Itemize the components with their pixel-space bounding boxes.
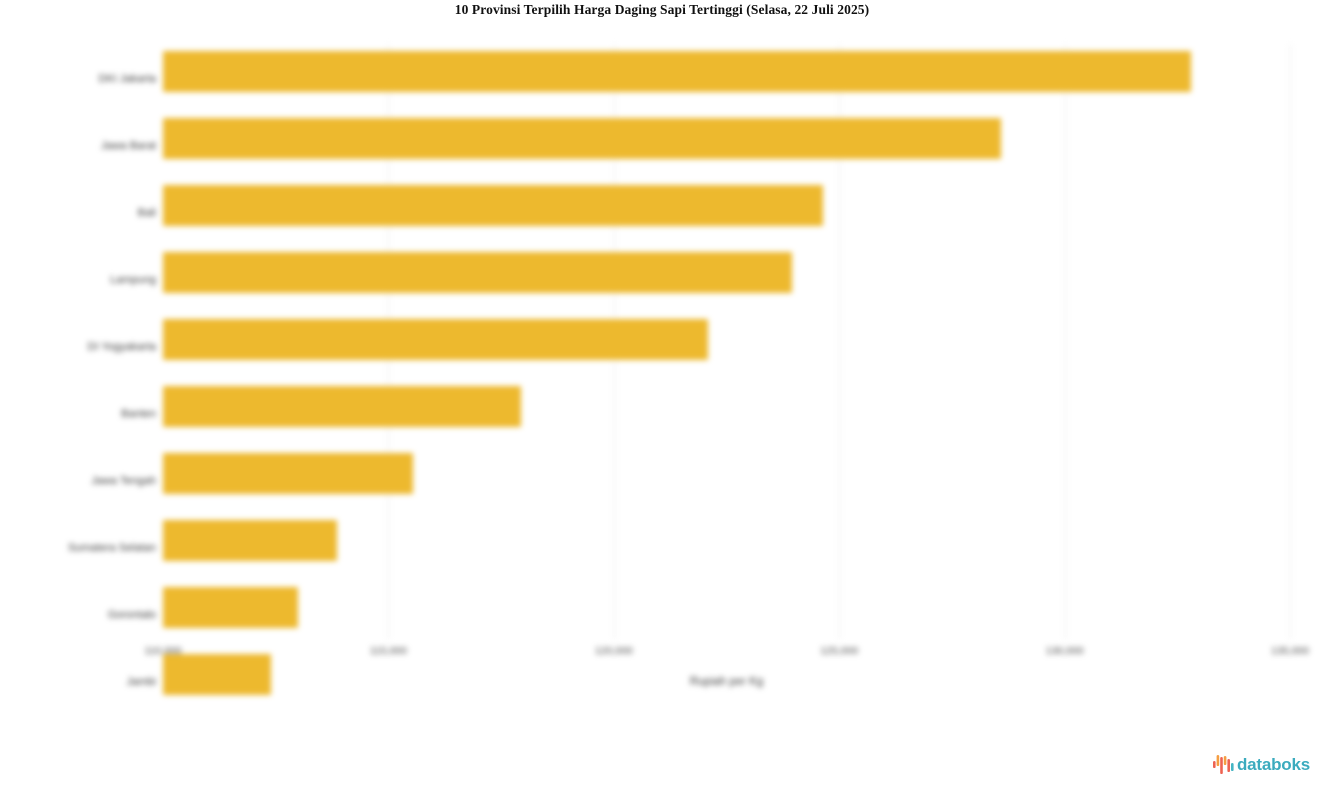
x-tick-label: 115,000 bbox=[369, 645, 407, 657]
bar bbox=[163, 252, 792, 293]
bar-row: Sumatera Selatan bbox=[68, 520, 1290, 580]
bar bbox=[163, 185, 824, 226]
bar-row: Gorontalo bbox=[108, 587, 1290, 647]
bar-row: Jawa Barat bbox=[101, 118, 1290, 178]
bar bbox=[163, 587, 299, 628]
bar bbox=[163, 453, 414, 494]
y-axis-label: Jawa Barat bbox=[100, 139, 156, 152]
bar-row: Bali bbox=[138, 185, 1290, 245]
x-axis-title: Rupiah per Kg bbox=[689, 676, 764, 688]
databoks-logo-icon bbox=[1212, 755, 1234, 774]
y-axis-label: Banten bbox=[121, 407, 156, 420]
gridline bbox=[1064, 44, 1066, 640]
gridline bbox=[839, 44, 841, 640]
bar bbox=[163, 386, 522, 427]
y-axis-label: Gorontalo bbox=[107, 608, 156, 621]
x-tick-label: 120,000 bbox=[594, 645, 633, 657]
databoks-logo[interactable]: databoks bbox=[1212, 753, 1310, 777]
x-axis-ticks: 110,000 115,000 120,000 125,000 130,000 135,0… bbox=[144, 645, 1309, 661]
y-axis-label: Lampung bbox=[110, 273, 156, 286]
x-tick-label: 125,000 bbox=[820, 645, 859, 657]
y-axis-label: DKI Jakarta bbox=[98, 72, 156, 85]
x-tick-label: 135,000 bbox=[1271, 645, 1309, 657]
bar-row: DKI Jakarta bbox=[99, 51, 1290, 111]
bar bbox=[163, 520, 337, 561]
y-axis-label: Jambi bbox=[126, 675, 156, 688]
bar-row: Jawa Tengah bbox=[91, 453, 1290, 513]
chart-title: 10 Provinsi Terpilih Harga Daging Sapi T… bbox=[454, 2, 870, 17]
bar-row: DI Yogyakarta bbox=[88, 319, 1290, 379]
x-tick-label: 130,000 bbox=[1045, 645, 1084, 657]
y-axis-label: DI Yogyakarta bbox=[87, 340, 157, 353]
bar bbox=[163, 319, 709, 360]
bar bbox=[163, 118, 1002, 159]
bar-row: Jambi bbox=[127, 654, 1290, 714]
bar-row: Banten bbox=[121, 386, 1290, 446]
y-axis-label: Jawa Tengah bbox=[91, 474, 156, 487]
y-axis-label: Sumatera Selatan bbox=[67, 541, 156, 554]
gridline bbox=[1290, 44, 1291, 640]
databoks-logo-text: databoks bbox=[1236, 755, 1310, 774]
plot-area: DKI Jakarta Jawa Barat Bali Lampung DI Yogya… bbox=[68, 44, 1291, 695]
bar bbox=[163, 654, 272, 695]
x-tick-label: 110,000 bbox=[144, 645, 182, 657]
y-axis-label: Bali bbox=[137, 206, 156, 219]
bar bbox=[163, 51, 1191, 92]
bar-row: Lampung bbox=[110, 252, 1290, 312]
